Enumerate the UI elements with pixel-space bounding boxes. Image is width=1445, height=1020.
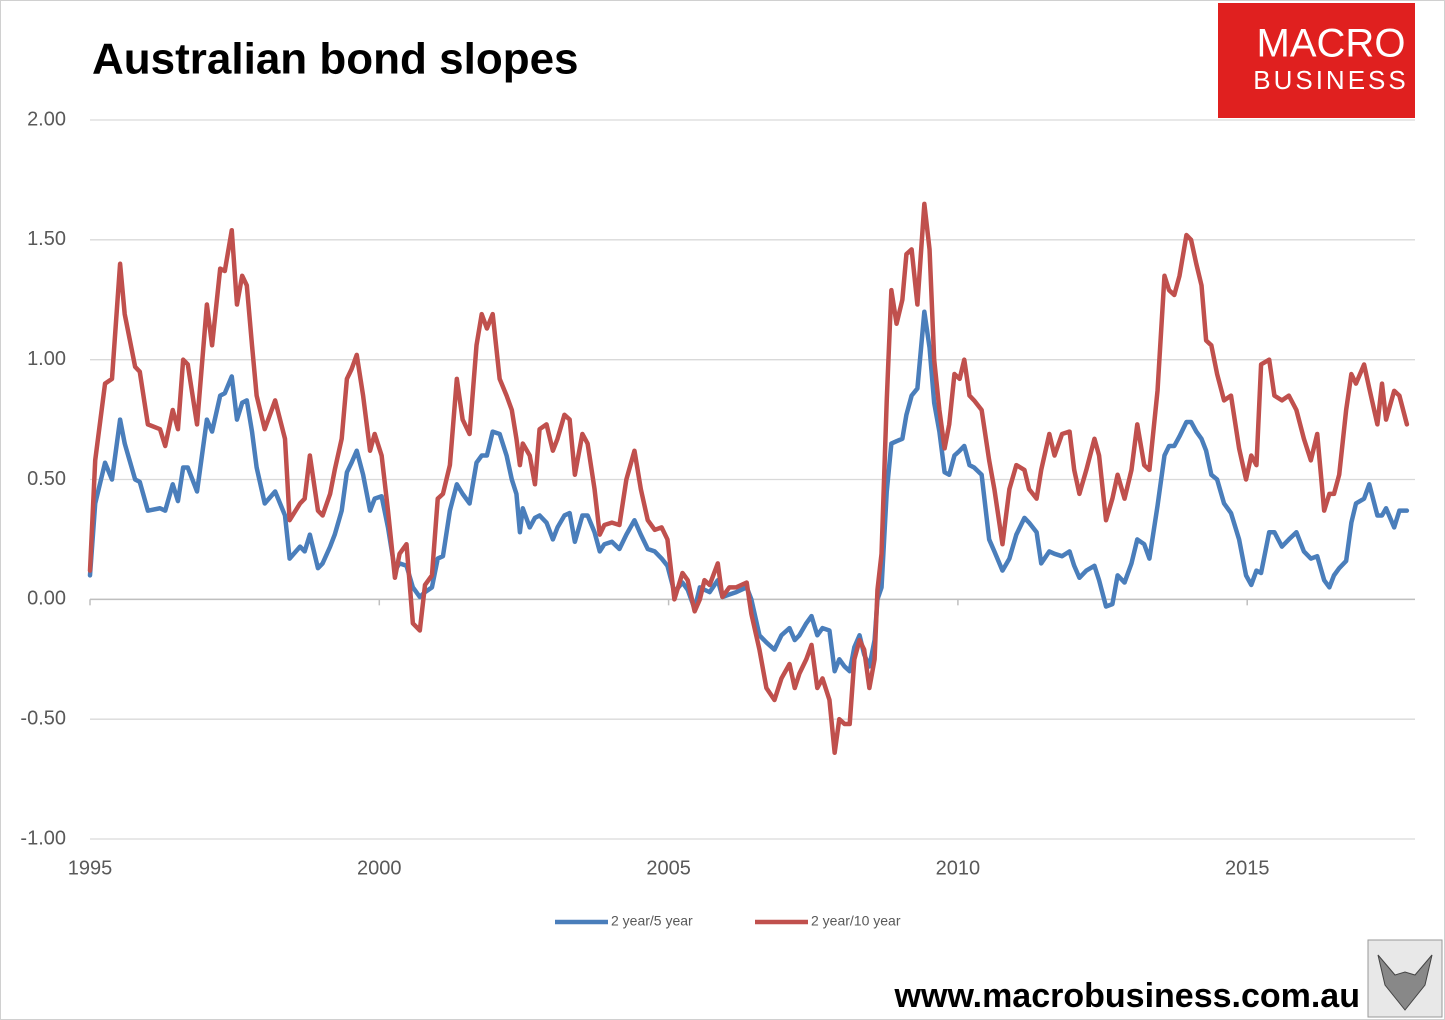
legend-label: 2 year/10 year (811, 913, 901, 929)
y-tick-label: 0.00 (27, 588, 66, 610)
x-tick-label: 2015 (1225, 857, 1270, 879)
y-tick-label: 0.50 (27, 468, 66, 490)
x-tick-label: 2000 (357, 857, 402, 879)
y-tick-label: 1.50 (27, 228, 66, 250)
y-tick-label: -0.50 (20, 707, 66, 729)
x-tick-label: 2010 (936, 857, 981, 879)
logo-box (1218, 3, 1415, 118)
series-line (87, 201, 1410, 755)
logo-text: MACRO (1257, 22, 1406, 66)
chart-title: Australian bond slopes (92, 35, 579, 84)
series-line (87, 309, 1410, 674)
website: www.macrobusiness.com.au (894, 977, 1360, 1015)
y-tick-label: -1.00 (20, 827, 66, 849)
x-tick-label: 1995 (68, 857, 113, 879)
y-tick-label: 2.00 (27, 108, 66, 130)
legend-label: 2 year/5 year (611, 913, 693, 929)
fox-icon (1377, 954, 1433, 1011)
x-tick-label: 2005 (646, 857, 691, 879)
y-tick-label: 1.00 (27, 348, 66, 370)
logo-text: BUSINESS (1253, 65, 1409, 95)
